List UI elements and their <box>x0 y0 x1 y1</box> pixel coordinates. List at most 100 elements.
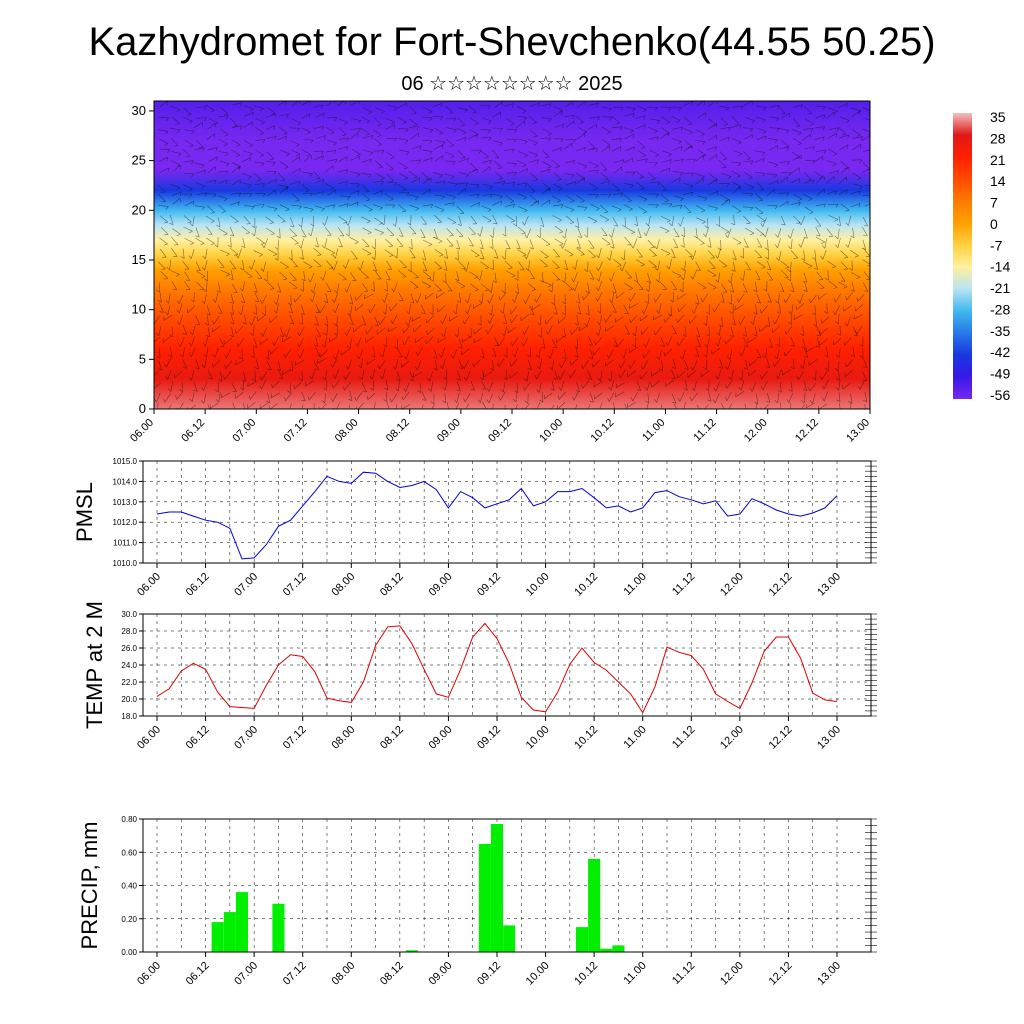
wind-barb-flag <box>858 190 861 195</box>
wind-barb <box>683 101 693 107</box>
wind-barb-flag <box>800 104 803 109</box>
wind-barb-flag <box>805 347 807 352</box>
wind-barb-flag <box>235 329 237 334</box>
wind-barb <box>819 327 828 335</box>
wind-barb <box>401 360 410 368</box>
wind-barb-flag <box>596 278 600 282</box>
wind-barb <box>372 204 383 208</box>
wind-barb <box>457 188 466 196</box>
wind-barb <box>816 280 825 289</box>
wind-barb <box>456 303 458 314</box>
wind-barb <box>760 305 768 314</box>
wind-barb-flag <box>494 344 499 347</box>
wind-barb-flag <box>522 330 525 335</box>
wind-barb-flag <box>354 241 359 245</box>
wind-barb-flag <box>284 266 289 269</box>
wind-barb-flag <box>813 324 817 327</box>
wind-barb <box>615 382 625 389</box>
wind-barb-flag <box>346 203 349 208</box>
wind-barb-flag <box>271 383 273 388</box>
wind-barb-flag <box>441 333 445 337</box>
wind-barb-flag <box>252 112 254 117</box>
wind-barb <box>637 149 646 156</box>
wind-barb <box>731 369 734 380</box>
wind-barb-flag <box>742 334 747 337</box>
wind-barb-flag <box>453 118 457 122</box>
wind-barb-flag <box>238 356 243 360</box>
wind-barb <box>230 237 232 248</box>
wind-barb <box>338 237 343 248</box>
wind-barb <box>322 270 327 281</box>
wind-barb <box>385 162 394 170</box>
wind-barb-flag <box>439 174 443 178</box>
wind-barb-flag <box>845 209 850 212</box>
wind-barb <box>551 338 557 348</box>
wind-barb-flag <box>801 399 805 404</box>
wind-barb <box>261 379 266 390</box>
wind-barb-flag <box>426 377 430 382</box>
wind-barb <box>325 370 327 381</box>
wind-barb <box>643 349 651 359</box>
wind-barb-flag <box>315 355 320 357</box>
wind-barb-flag <box>161 191 166 193</box>
wind-barb-flag <box>188 120 193 124</box>
wind-barb <box>673 195 684 199</box>
wind-barb <box>372 369 375 380</box>
wind-barb <box>529 102 540 107</box>
wind-barb <box>207 147 218 151</box>
wind-barb <box>766 271 774 281</box>
wind-barb-flag <box>749 387 753 392</box>
wind-barb-flag <box>229 301 234 304</box>
wind-barb <box>635 325 638 336</box>
wind-barb <box>640 371 648 380</box>
wind-barb <box>263 238 268 248</box>
wind-barb-flag <box>639 375 642 380</box>
y-tick-label: 1014.0 <box>113 477 138 486</box>
wind-barb-flag <box>762 354 766 359</box>
precip-bar <box>575 927 588 952</box>
wind-barb <box>517 182 528 185</box>
wind-barb <box>506 215 515 222</box>
wind-barb <box>314 155 324 161</box>
wind-barb <box>458 215 462 226</box>
wind-barb-flag <box>569 361 571 366</box>
wind-barb <box>338 156 348 162</box>
wind-barb <box>461 348 470 356</box>
precip-bar <box>211 922 224 952</box>
x-tick-label: 13.00 <box>844 417 872 445</box>
wind-barb <box>779 201 789 208</box>
wind-barb-flag <box>524 141 528 145</box>
y-tick-label: 0.60 <box>121 848 137 857</box>
wind-barb-flag <box>596 321 600 325</box>
wind-barb-flag <box>240 267 244 271</box>
wind-barb <box>630 359 636 369</box>
wind-barb-flag <box>210 243 215 246</box>
wind-barb <box>398 191 409 194</box>
wind-barb <box>179 315 183 325</box>
wind-barb-flag <box>572 115 575 120</box>
wind-barb <box>373 181 384 183</box>
wind-barb <box>301 113 311 119</box>
wind-barb-flag <box>871 122 874 124</box>
wind-barb-flag <box>726 183 730 187</box>
wind-barb-flag <box>530 313 535 315</box>
wind-barb-flag <box>452 202 455 207</box>
wind-barb-flag <box>583 207 588 211</box>
wind-barb-flag <box>690 185 694 189</box>
wind-barb-flag <box>522 110 527 114</box>
wind-barb-flag <box>175 395 177 400</box>
wind-barb <box>659 349 662 360</box>
wind-barb <box>790 167 800 174</box>
wind-barb-flag <box>722 158 727 160</box>
wind-barb <box>661 159 672 163</box>
wind-barb-flag <box>677 275 682 278</box>
wind-barb <box>768 161 778 166</box>
x-tick-label: 09.00 <box>427 960 455 988</box>
wind-barb <box>366 325 374 335</box>
wind-barb <box>279 204 290 210</box>
wind-barb-flag <box>680 245 685 248</box>
wind-barb-flag <box>330 363 333 368</box>
wind-barb <box>587 124 597 130</box>
wind-barb <box>301 370 303 381</box>
wind-barb <box>410 280 419 288</box>
